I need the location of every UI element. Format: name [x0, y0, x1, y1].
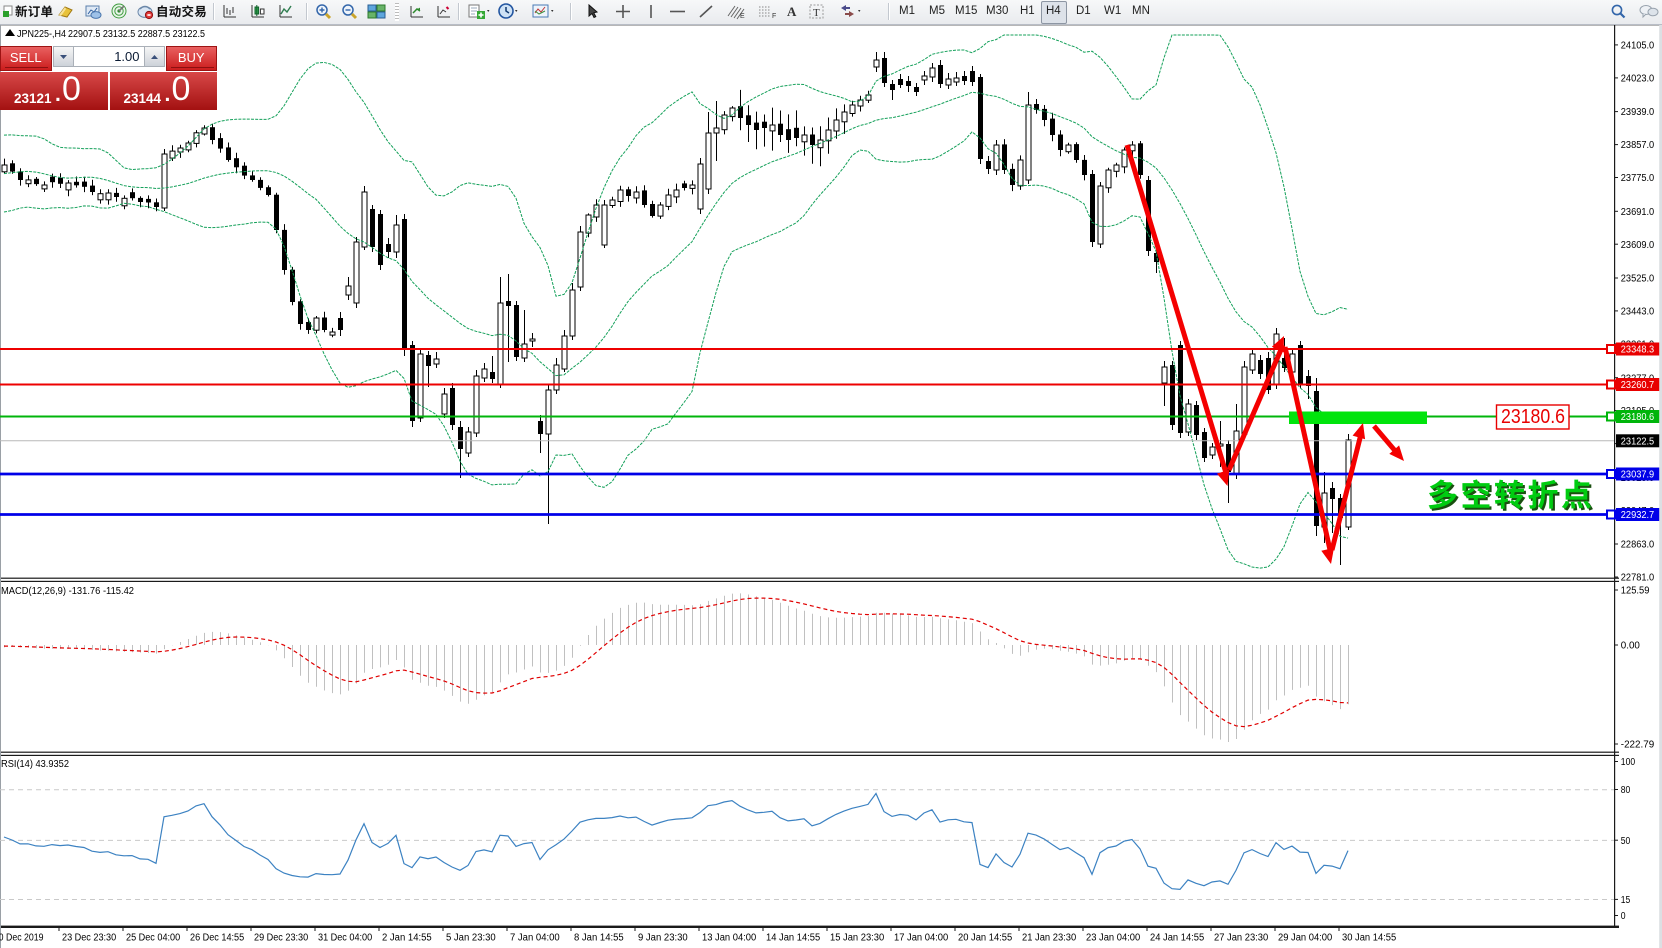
svg-text:MACD(12,26,9) -131.76 -115.42: MACD(12,26,9) -131.76 -115.42 — [1, 586, 134, 597]
svg-text:23525.0: 23525.0 — [1621, 274, 1655, 285]
svg-text:15 Jan 23:30: 15 Jan 23:30 — [830, 933, 885, 944]
svg-text:100: 100 — [1621, 757, 1636, 768]
svg-text:2 Jan 14:55: 2 Jan 14:55 — [382, 933, 432, 944]
svg-text:17 Jan 04:00: 17 Jan 04:00 — [894, 933, 949, 944]
svg-text:80: 80 — [1621, 785, 1631, 796]
svg-text:23609.0: 23609.0 — [1621, 240, 1655, 251]
svg-text:24105.0: 24105.0 — [1621, 41, 1655, 52]
svg-text:22932.7: 22932.7 — [1621, 510, 1655, 521]
svg-text:22863.0: 22863.0 — [1621, 540, 1655, 551]
svg-text:9 Jan 23:30: 9 Jan 23:30 — [638, 933, 688, 944]
svg-text:23260.7: 23260.7 — [1621, 380, 1655, 391]
svg-text:21 Jan 23:30: 21 Jan 23:30 — [1022, 933, 1077, 944]
svg-text:F: F — [772, 13, 776, 20]
svg-text:23 Dec 23:30: 23 Dec 23:30 — [62, 933, 117, 944]
svg-text:24023.0: 24023.0 — [1621, 74, 1655, 85]
svg-text:23348.3: 23348.3 — [1621, 345, 1655, 356]
svg-text:26 Dec 14:55: 26 Dec 14:55 — [190, 933, 245, 944]
svg-text:29 Jan 04:00: 29 Jan 04:00 — [1278, 933, 1333, 944]
svg-text:23775.0: 23775.0 — [1621, 173, 1655, 184]
svg-text:23939.0: 23939.0 — [1621, 107, 1655, 118]
svg-text:E: E — [740, 13, 745, 20]
svg-text:JPN225-,H4: JPN225-,H4 — [17, 29, 66, 40]
svg-text:23443.0: 23443.0 — [1621, 307, 1655, 318]
svg-text:23180.6: 23180.6 — [1621, 412, 1655, 423]
svg-text:20 Dec 2019: 20 Dec 2019 — [0, 933, 44, 944]
svg-text:22907.5 23132.5 22887.5 23122.: 22907.5 23132.5 22887.5 23122.5 — [68, 29, 205, 40]
svg-text:15: 15 — [1621, 895, 1631, 906]
svg-text:RSI(14) 43.9352: RSI(14) 43.9352 — [1, 759, 69, 770]
svg-text:24 Jan 14:55: 24 Jan 14:55 — [1150, 933, 1205, 944]
svg-text:23037.9: 23037.9 — [1621, 470, 1655, 481]
svg-text:27 Jan 23:30: 27 Jan 23:30 — [1214, 933, 1269, 944]
svg-text:20 Jan 14:55: 20 Jan 14:55 — [958, 933, 1013, 944]
svg-text:23122.5: 23122.5 — [1621, 436, 1655, 447]
svg-text:23 Jan 04:00: 23 Jan 04:00 — [1086, 933, 1141, 944]
svg-text:23180.6: 23180.6 — [1501, 406, 1565, 428]
svg-text:23691.0: 23691.0 — [1621, 207, 1655, 218]
svg-text:29 Dec 23:30: 29 Dec 23:30 — [254, 933, 309, 944]
svg-text:30 Jan 14:55: 30 Jan 14:55 — [1342, 933, 1397, 944]
svg-text:50: 50 — [1621, 836, 1631, 847]
svg-text:13 Jan 04:00: 13 Jan 04:00 — [702, 933, 757, 944]
svg-text:7 Jan 04:00: 7 Jan 04:00 — [510, 933, 560, 944]
svg-text:-222.79: -222.79 — [1621, 740, 1655, 751]
svg-text:8 Jan 14:55: 8 Jan 14:55 — [574, 933, 624, 944]
svg-text:14 Jan 14:55: 14 Jan 14:55 — [766, 933, 821, 944]
svg-text:0.00: 0.00 — [1621, 641, 1641, 652]
svg-text:5 Jan 23:30: 5 Jan 23:30 — [446, 933, 496, 944]
svg-text:25 Dec 04:00: 25 Dec 04:00 — [126, 933, 181, 944]
svg-text:0: 0 — [1621, 911, 1626, 922]
svg-text:31 Dec 04:00: 31 Dec 04:00 — [318, 933, 373, 944]
svg-text:23857.0: 23857.0 — [1621, 140, 1655, 151]
svg-text:22781.0: 22781.0 — [1621, 573, 1655, 584]
svg-text:T: T — [813, 7, 820, 19]
svg-text:125.59: 125.59 — [1621, 586, 1650, 597]
